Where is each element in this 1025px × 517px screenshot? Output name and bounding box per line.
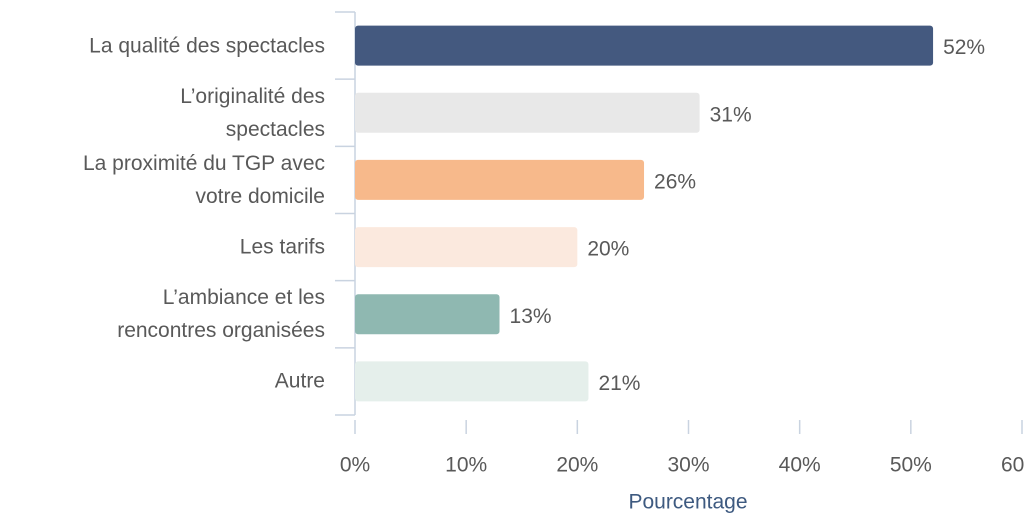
x-tick-label: 40%: [779, 454, 821, 477]
value-label: 31%: [710, 103, 752, 126]
x-axis-label: Pourcentage: [628, 491, 747, 514]
x-tick-label: 30%: [667, 454, 709, 477]
value-label: 21%: [598, 372, 640, 395]
x-tick-label: 0%: [340, 454, 370, 477]
y-tick-label: L’ambiance et les rencontres organisées: [117, 286, 325, 343]
value-label: 20%: [587, 238, 629, 261]
value-label: 52%: [943, 36, 985, 59]
x-tick-label: 60%: [1001, 454, 1025, 477]
bar: [355, 25, 934, 66]
value-label: 13%: [510, 305, 552, 328]
x-tick-label: 10%: [445, 454, 487, 477]
x-tick-label: 20%: [556, 454, 598, 477]
bar: [355, 361, 589, 402]
x-tick-label: 50%: [890, 454, 932, 477]
bar: [355, 92, 700, 133]
y-tick-label: Autre: [274, 369, 325, 393]
y-tick-label: La proximité du TGP avec votre domicile: [82, 151, 325, 208]
bar: [355, 159, 645, 200]
bar: [355, 227, 578, 268]
y-tick-label: L’originalité des spectacles: [180, 84, 325, 141]
y-tick-label: Les tarifs: [239, 235, 325, 259]
value-label: 26%: [654, 170, 696, 193]
bar: [355, 294, 500, 335]
y-tick-label: La qualité des spectacles: [89, 34, 325, 58]
